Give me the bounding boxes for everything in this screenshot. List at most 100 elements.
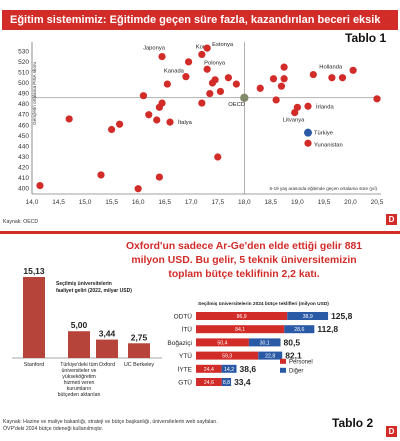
- diger-bar: [221, 364, 237, 373]
- category-label: Boğaziçi: [167, 340, 192, 347]
- x-tick-label: 18,5: [265, 199, 278, 206]
- total-label: 112,8: [317, 324, 338, 334]
- y-tick-label: 430: [18, 154, 29, 161]
- x-tick-label: 19,0: [291, 199, 304, 206]
- x-axis-label: 5-19 yaş arasında eğitimde geçen ortalam…: [270, 186, 378, 191]
- bar-value-label: 15,13: [23, 266, 45, 276]
- scatter-point: [309, 70, 317, 79]
- scatter-point: [163, 80, 171, 88]
- stacked-bar-chart: Seçilmiş üniversitelerin 2024 bütçe tekl…: [167, 301, 352, 387]
- scatter-point: [158, 99, 166, 107]
- personel-bar: [196, 351, 259, 360]
- y-tick-label: 440: [18, 143, 29, 150]
- bar: [128, 343, 150, 358]
- bar-category-label: Stanford: [24, 362, 44, 368]
- legend-swatch-diger: [280, 367, 286, 373]
- bar-title-line: faaliyet geliri (2022, milyar USD): [56, 288, 132, 294]
- bar-category-line: yükseköğretim: [62, 374, 95, 380]
- point-label: Türkiye: [314, 131, 333, 137]
- personel-bar: [196, 364, 222, 373]
- x-tick-label: 15,5: [105, 199, 118, 206]
- scatter-point: [349, 66, 357, 74]
- scatter-point: [304, 128, 312, 137]
- scatter-point: [211, 76, 219, 84]
- diger-bar: [248, 338, 281, 347]
- total-label: 33,4: [234, 377, 251, 387]
- y-tick-label: 420: [18, 165, 29, 172]
- category-label: GTÜ: [178, 379, 192, 387]
- point-label: Kore: [196, 44, 208, 50]
- bar-category-line: kurumların: [67, 386, 92, 392]
- scatter-chart: 400 410 420 430 440 450 460 470 480 490 500 510 520 5…: [18, 42, 384, 206]
- bar: [68, 331, 90, 358]
- scatter-point: [280, 63, 288, 71]
- scatter-point: [304, 102, 312, 110]
- y-tick-label: 460: [18, 122, 29, 129]
- bar-category-line: Türkiye'deki tüm: [60, 362, 98, 368]
- scatter-point: [145, 111, 153, 119]
- x-tick-label: 20,0: [344, 199, 357, 206]
- scatter-point: [182, 73, 190, 81]
- point-label: İtalya: [178, 119, 193, 126]
- personel-value-label: 24,4: [204, 367, 214, 373]
- personel-bar: [196, 338, 249, 347]
- scatter-point: [338, 74, 347, 82]
- scatter-point: [293, 103, 301, 111]
- y-tick-label: 480: [18, 101, 29, 108]
- y-tick-label: 520: [18, 59, 29, 66]
- bar-title-line: Seçilmiş üniversitelerin: [56, 281, 112, 287]
- stacked-chart-title: Seçilmiş üniversitelerin 2024 bütçe tekl…: [198, 301, 329, 307]
- scatter-point: [272, 96, 280, 104]
- bar-category-label: Oxford: [99, 362, 115, 368]
- scatter-point: [155, 173, 163, 181]
- bar: [23, 277, 45, 358]
- x-tick-label: 15,0: [79, 199, 92, 206]
- bar: [96, 339, 118, 358]
- x-tick-label: 16,0: [132, 199, 145, 206]
- total-label: 80,5: [284, 337, 301, 347]
- personel-bar: [196, 325, 285, 334]
- category-label: ODTÜ: [174, 313, 193, 321]
- diger-value-label: 28,6: [294, 327, 304, 333]
- personel-value-label: 84,1: [235, 327, 245, 333]
- x-tick-label: 18,0: [238, 199, 251, 206]
- y-tick-label: 510: [18, 69, 29, 76]
- x-tick-label: 19,5: [318, 199, 331, 206]
- legend-label-diger: Diğer: [289, 368, 303, 374]
- point-label: Kanada: [164, 69, 185, 75]
- personel-bar: [196, 378, 222, 386]
- personel-value-label: 50,4: [217, 340, 227, 346]
- section-divider: [0, 231, 400, 234]
- legend-swatch-personel: [280, 358, 286, 364]
- y-tick-label: 530: [18, 48, 29, 55]
- point-label: Japonya: [143, 46, 166, 52]
- personel-value-label: 59,3: [222, 354, 232, 360]
- personel-value-label: 24,6: [204, 380, 214, 386]
- point-label: Yunanistan: [314, 142, 343, 148]
- diger-value-label: 38,9: [303, 314, 313, 320]
- diger-bar: [287, 312, 329, 320]
- diger-value-label: 8,8: [223, 380, 230, 386]
- scatter-point: [304, 139, 312, 147]
- total-label: 82,1: [285, 351, 302, 361]
- scatter-point: [224, 74, 232, 82]
- scatter-point: [65, 115, 73, 123]
- source-note-2b: ÖVP'deki 2024 bütçe ödeneği kullanılmışt…: [3, 426, 104, 432]
- bar-category-label: Türkiye'deki tüm üniversiteler ve yükseköğ…: [58, 362, 101, 398]
- scatter-point: [214, 153, 222, 161]
- y-tick-label: 410: [18, 175, 29, 182]
- diger-bar: [221, 378, 232, 386]
- personel-value-label: 86,9: [237, 314, 247, 320]
- source-note-2a: Kaynak: Hazine ve maliye bakanlığı, stra…: [3, 419, 218, 425]
- bar-category-line: üniversiteler ve: [62, 368, 97, 374]
- table-2-label: Tablo 2: [332, 416, 374, 430]
- bar-category-label: UC Berkeley: [124, 362, 155, 368]
- scatter-point: [184, 58, 193, 66]
- bar-category-line: hizmeti veren: [64, 380, 95, 386]
- vertical-bar-chart: Seçilmiş üniversitelerin faaliyet geliri …: [12, 266, 162, 398]
- source-note-1: Kaynak: OECD: [3, 219, 39, 225]
- scatter-point: [36, 181, 44, 190]
- scatter-point: [280, 75, 288, 83]
- diger-value-label: 14,2: [224, 367, 234, 373]
